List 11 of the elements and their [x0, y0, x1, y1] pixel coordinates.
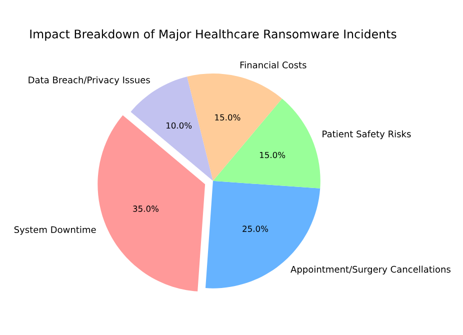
slice-label: Appointment/Surgery Cancellations: [290, 266, 450, 274]
slice-label: Financial Costs: [240, 61, 306, 68]
data-label: 25.0%: [242, 226, 268, 232]
slice-label: Data Breach/Privacy Issues: [28, 76, 150, 86]
slice-label: Patient Safety Risks: [322, 130, 411, 140]
data-label: 35.0%: [133, 206, 159, 212]
data-label: 10.0%: [166, 122, 192, 129]
chart-title: Impact Breakdown of Major Healthcare Ransomware Incidents: [30, 29, 396, 41]
data-label: 15.0%: [260, 152, 286, 158]
data-label: 15.0%: [215, 114, 240, 121]
slice-label: System Downtime: [14, 226, 96, 235]
